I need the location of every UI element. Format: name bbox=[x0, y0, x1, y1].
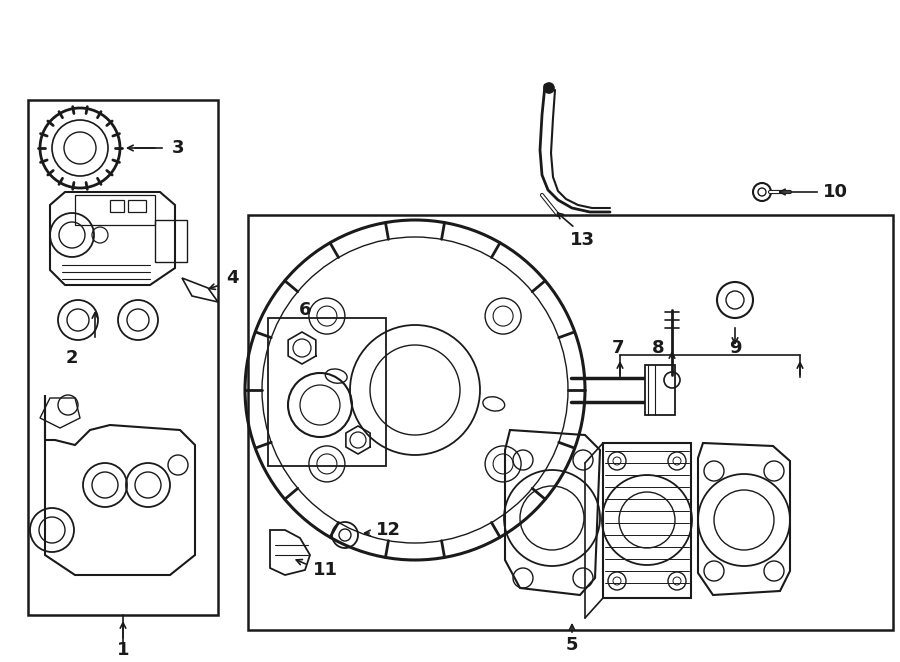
Text: 11: 11 bbox=[312, 561, 338, 579]
Text: 6: 6 bbox=[299, 301, 311, 319]
Text: 12: 12 bbox=[375, 521, 401, 539]
Text: 2: 2 bbox=[66, 349, 78, 367]
Text: 8: 8 bbox=[652, 339, 664, 357]
Bar bbox=[128, 200, 146, 212]
Text: 7: 7 bbox=[612, 339, 625, 357]
Bar bbox=[248, 215, 893, 630]
Text: 9: 9 bbox=[729, 339, 742, 357]
Bar bbox=[603, 443, 691, 598]
Text: 3: 3 bbox=[172, 139, 184, 157]
Text: 5: 5 bbox=[566, 636, 578, 654]
Text: 1: 1 bbox=[117, 641, 130, 659]
Bar bbox=[268, 318, 386, 466]
Text: 4: 4 bbox=[226, 269, 239, 287]
Text: 10: 10 bbox=[823, 183, 848, 201]
Bar bbox=[645, 365, 675, 415]
Text: 13: 13 bbox=[570, 231, 595, 249]
Circle shape bbox=[544, 83, 554, 93]
Bar bbox=[28, 100, 218, 615]
Bar bbox=[75, 195, 155, 225]
Bar bbox=[155, 220, 187, 262]
Bar bbox=[110, 200, 124, 212]
